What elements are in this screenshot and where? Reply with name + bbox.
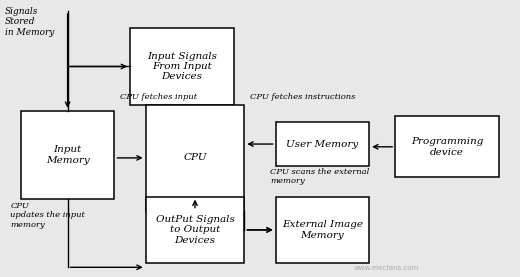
Text: www.elecfans.com: www.elecfans.com — [354, 265, 419, 271]
Text: CPU fetches instructions: CPU fetches instructions — [250, 93, 355, 101]
Text: Programming
device: Programming device — [411, 137, 484, 157]
FancyBboxPatch shape — [146, 197, 244, 263]
Text: Signals
Stored
in Memory: Signals Stored in Memory — [5, 7, 55, 37]
Text: CPU scans the external
memory: CPU scans the external memory — [270, 168, 370, 185]
FancyBboxPatch shape — [21, 111, 114, 199]
Text: CPU fetches input: CPU fetches input — [120, 93, 197, 101]
Text: OutPut Signals
to Output
Devices: OutPut Signals to Output Devices — [155, 215, 235, 245]
Text: Input
Memory: Input Memory — [46, 145, 89, 165]
Text: CPU: CPU — [183, 153, 207, 162]
Text: CPU
updates the input
memory: CPU updates the input memory — [10, 202, 85, 229]
Text: Input Signals
From Input
Devices: Input Signals From Input Devices — [147, 52, 217, 81]
FancyBboxPatch shape — [146, 105, 244, 211]
FancyBboxPatch shape — [130, 28, 234, 105]
Text: External Image
Memory: External Image Memory — [282, 220, 363, 240]
FancyBboxPatch shape — [276, 122, 369, 166]
FancyBboxPatch shape — [395, 116, 499, 177]
FancyBboxPatch shape — [276, 197, 369, 263]
Text: User Memory: User Memory — [287, 140, 358, 148]
